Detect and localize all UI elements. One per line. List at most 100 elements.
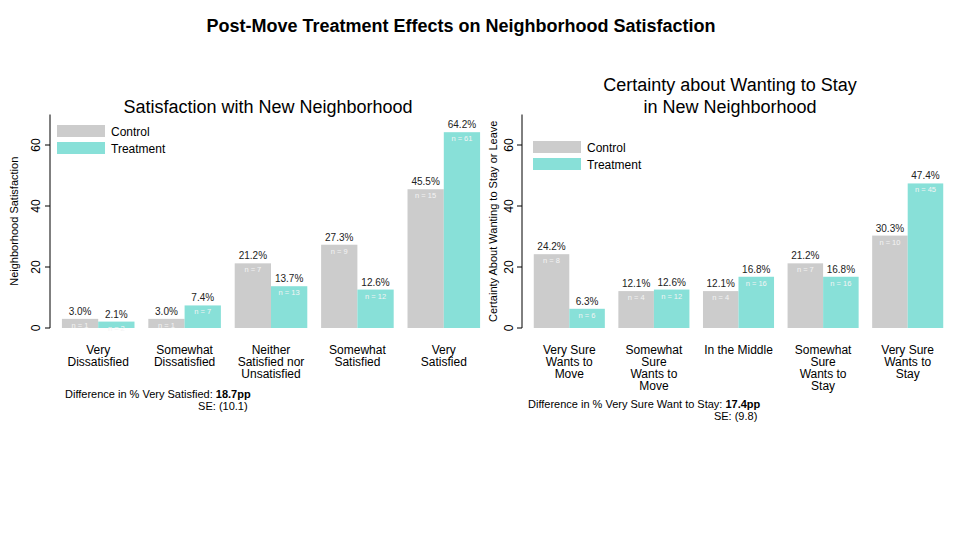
value-label: 12.6%: [657, 277, 685, 288]
data-labels: 24.2% n = 8 12.1% n = 4 12.1% n = 4 21.2% n = 7…: [537, 170, 939, 319]
x-tick-label: In the Middle: [689, 344, 789, 356]
y-tick: [517, 145, 522, 146]
y-tick-label: 60: [502, 138, 516, 152]
count-label: n = 15: [415, 191, 436, 200]
annotation: Difference in % Very Sure Want to Stay:1…: [528, 398, 761, 410]
legend-swatch: [533, 141, 581, 153]
bar: [408, 189, 444, 328]
y-tick-label: 60: [29, 138, 43, 152]
annotation-value: 18.7pp: [216, 388, 251, 400]
count-label: n = 7: [797, 265, 814, 274]
legend-swatch: [57, 125, 105, 137]
y-tick: [45, 145, 50, 146]
value-label: 16.8%: [827, 264, 855, 275]
count-label: n = 9: [331, 247, 348, 256]
count-label: n = 45: [915, 185, 936, 194]
count-label: n = 8: [543, 256, 560, 265]
value-label: 12.1%: [707, 278, 735, 289]
value-label: 7.4%: [191, 292, 214, 303]
count-label: n = 16: [830, 279, 851, 288]
bars: [62, 132, 480, 328]
x-tick-label: Somewhat Satisfied: [307, 344, 407, 368]
count-label: n = 2: [108, 324, 125, 333]
y-tick: [45, 267, 50, 268]
bar: [534, 254, 570, 328]
annotation-note: SE: (10.1): [198, 400, 248, 412]
y-tick: [517, 328, 522, 329]
count-label: n = 16: [746, 279, 767, 288]
count-label: n = 4: [628, 293, 645, 302]
value-label: 21.2%: [791, 250, 819, 261]
bar: [444, 132, 480, 328]
value-label: 45.5%: [411, 176, 439, 187]
x-tick-label: Very Sure Wants to Stay: [858, 344, 958, 380]
value-label: 27.3%: [325, 232, 353, 243]
y-tick-label: 0: [29, 324, 43, 331]
annotation: Difference in % Very Satisfied:18.7pp: [65, 388, 251, 400]
page: Post-Move Treatment Effects on Neighborh…: [0, 0, 960, 540]
y-tick: [517, 206, 522, 207]
value-label: 47.4%: [911, 170, 939, 181]
value-label: 24.2%: [537, 241, 565, 252]
count-label: n = 1: [72, 321, 89, 330]
count-label: n = 12: [365, 292, 386, 301]
bar: [788, 263, 824, 328]
value-label: 21.2%: [239, 250, 267, 261]
value-label: 6.3%: [576, 296, 599, 307]
count-label: n = 1: [158, 321, 175, 330]
x-tick-label: Very Dissatisfied: [48, 344, 148, 368]
value-label: 64.2%: [448, 119, 476, 130]
y-tick: [45, 206, 50, 207]
y-tick-label: 20: [29, 260, 43, 274]
annotation-text: Difference in % Very Satisfied:: [65, 388, 213, 400]
y-tick: [45, 328, 50, 329]
y-axis-line: [50, 115, 51, 329]
bar: [908, 183, 944, 328]
value-label: 30.3%: [876, 223, 904, 234]
y-tick: [517, 267, 522, 268]
annotation-text: Difference in % Very Sure Want to Stay:: [528, 398, 722, 410]
bar: [823, 277, 859, 328]
page-title: Post-Move Treatment Effects on Neighborh…: [206, 16, 715, 36]
y-tick-label: 20: [502, 260, 516, 274]
count-label: n = 6: [579, 311, 596, 320]
data-labels: 3.0%n = 13.0%n = 121.2%n = 727.3%n = 945…: [69, 119, 477, 332]
bar: [739, 277, 775, 328]
bar: [569, 309, 605, 328]
chart-title: Satisfaction with New Neighborhood: [58, 96, 478, 118]
y-axis-label: Certainty About Wanting to Stay or Leave: [487, 121, 499, 322]
bar: [872, 236, 908, 328]
count-label: n = 10: [879, 238, 900, 247]
bar: [235, 263, 271, 328]
x-tick-label: Neither Satisfied nor Unsatisfied: [221, 344, 321, 380]
count-label: n = 4: [712, 293, 729, 302]
legend-label: Treatment: [587, 158, 642, 172]
value-label: 2.1%: [105, 309, 128, 320]
annotation-note: SE: (9.8): [714, 410, 757, 422]
y-tick-label: 40: [502, 199, 516, 213]
value-label: 13.7%: [275, 273, 303, 284]
annotation-value: 17.4pp: [725, 398, 760, 410]
y-tick-label: 40: [29, 199, 43, 213]
legend-label: Control: [587, 141, 626, 155]
bar: [357, 290, 393, 328]
y-axis-label: Neighborhood Satisfaction: [8, 157, 20, 286]
value-label: 3.0%: [155, 306, 178, 317]
bar: [321, 245, 357, 328]
legend-label: Control: [111, 125, 150, 139]
value-label: 12.1%: [622, 278, 650, 289]
x-tick-label: Very Sure Wants to Move: [519, 344, 619, 380]
chart-title: Certainty about Wanting to Stay in New N…: [520, 74, 940, 118]
bar: [618, 291, 654, 328]
y-axis-line: [522, 115, 523, 329]
x-tick-label: Very Satisfied: [394, 344, 494, 368]
legend-label: Treatment: [111, 142, 166, 156]
x-tick-label: Somewhat Sure Wants to Stay: [773, 344, 873, 392]
bar: [703, 291, 739, 328]
count-label: n = 7: [194, 307, 211, 316]
count-label: n = 12: [661, 292, 682, 301]
x-tick-label: Somewhat Dissatisfied: [135, 344, 235, 368]
bars: [534, 183, 943, 328]
value-label: 16.8%: [742, 264, 770, 275]
bar: [654, 290, 690, 328]
